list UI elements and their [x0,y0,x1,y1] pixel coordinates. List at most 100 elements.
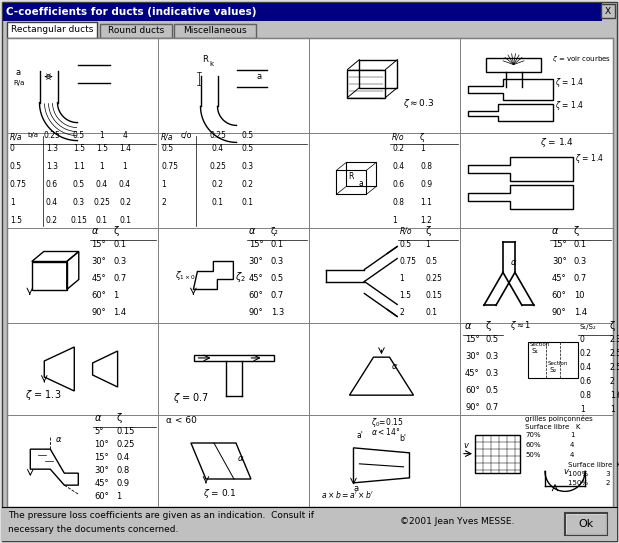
Text: 4: 4 [570,442,574,448]
Text: 0.4: 0.4 [580,363,592,372]
Text: 0.15: 0.15 [426,291,443,300]
Text: 2.3: 2.3 [610,335,619,344]
Text: 5°: 5° [95,427,104,436]
Text: 60%: 60% [525,442,540,448]
Text: 1: 1 [116,492,122,501]
Text: 1: 1 [610,405,615,414]
Text: Surface libre  K: Surface libre K [568,462,619,468]
Text: 0.1: 0.1 [426,308,438,317]
Text: 30°: 30° [92,257,106,266]
Text: 0.8: 0.8 [580,391,592,400]
Text: 1: 1 [420,144,425,153]
Text: ζ: ζ [426,226,431,236]
Text: $\alpha < 14°$: $\alpha < 14°$ [371,426,400,437]
Text: $\zeta_0$=0.15: $\zeta_0$=0.15 [371,416,404,429]
Text: 60°: 60° [465,386,480,395]
Text: $\zeta$ = 0.7: $\zeta$ = 0.7 [173,391,209,405]
Text: 0.7: 0.7 [485,403,498,412]
Text: $\zeta$ = 1.3: $\zeta$ = 1.3 [25,388,61,402]
Text: 2.5: 2.5 [610,363,619,372]
Text: 15°: 15° [92,240,106,249]
Text: 0.6: 0.6 [580,377,592,386]
Text: 1.5: 1.5 [73,144,85,153]
Text: 2.5: 2.5 [610,349,619,358]
Text: α: α [552,226,558,236]
Text: $\zeta$ = 1.4: $\zeta$ = 1.4 [575,152,604,165]
Text: 0.25: 0.25 [210,162,227,171]
Text: 0.3: 0.3 [271,257,284,266]
Text: b': b' [399,434,407,443]
Bar [100,24,172,38]
Text: v: v [563,468,568,476]
Text: 0.4: 0.4 [392,162,404,171]
Text: 0.8: 0.8 [392,198,404,207]
Text: 10°: 10° [95,440,109,449]
Text: 0.25: 0.25 [93,198,110,207]
Text: 0.6: 0.6 [392,180,404,189]
Bar [7,38,613,507]
Text: 0: 0 [10,144,15,153]
Text: 1.3: 1.3 [271,308,284,317]
Text: R/a: R/a [10,133,22,142]
Text: 45°: 45° [465,369,480,378]
Text: $\zeta_{1\times0}$: $\zeta_{1\times0}$ [175,268,196,281]
Bar [601,4,615,18]
Text: a: a [15,67,20,77]
Text: $\zeta$ = 1.4: $\zeta$ = 1.4 [555,99,584,112]
Text: α: α [95,413,101,423]
Text: Miscellaneous: Miscellaneous [183,26,247,35]
Text: 0.5: 0.5 [400,240,412,249]
Text: R: R [202,55,209,65]
Text: 1.4: 1.4 [574,308,587,317]
Text: $\zeta \approx 1$: $\zeta \approx 1$ [510,319,531,332]
Text: ©2001 Jean Yves MESSE.: ©2001 Jean Yves MESSE. [400,517,514,527]
Text: 30°: 30° [465,352,480,361]
Text: k: k [209,61,214,67]
Text: C-coefficients for ducts (indicative values): C-coefficients for ducts (indicative val… [6,7,256,17]
Text: Rectangular ducts: Rectangular ducts [11,25,93,34]
Text: 0.5: 0.5 [271,274,284,283]
Text: Round ducts: Round ducts [108,26,164,35]
Text: 0.9: 0.9 [116,479,130,488]
Text: 0.3: 0.3 [485,369,498,378]
Text: 0.2: 0.2 [119,198,131,207]
Text: 0.5: 0.5 [242,144,254,153]
Text: 15°: 15° [552,240,566,249]
Bar [32,262,67,289]
Bar [174,24,256,38]
Text: c/o: c/o [180,131,192,140]
Text: 0.3: 0.3 [113,257,127,266]
Text: 4: 4 [570,452,574,458]
Text: 0.7: 0.7 [271,291,284,300]
Text: 0.9: 0.9 [420,180,432,189]
Text: 0.5: 0.5 [10,162,22,171]
Text: 0.2: 0.2 [46,216,58,225]
Text: 0.1: 0.1 [574,240,587,249]
Text: 0: 0 [580,335,585,344]
Text: 15°: 15° [95,453,109,462]
Text: 0.75: 0.75 [10,180,27,189]
Text: 0.7: 0.7 [113,274,127,283]
Text: 30°: 30° [95,466,110,475]
Text: 0.2: 0.2 [242,180,254,189]
Bar [486,58,541,72]
Text: a: a [353,484,358,493]
Text: X: X [605,7,611,16]
Text: 50%: 50% [525,452,540,458]
Text: R: R [348,172,353,181]
Text: 2: 2 [400,308,404,317]
Text: $\zeta$ = voir courbes: $\zeta$ = voir courbes [552,54,611,64]
Text: 0.25: 0.25 [426,274,443,283]
Bar [528,342,578,378]
Text: 0.3: 0.3 [242,162,254,171]
Text: ζ: ζ [420,133,425,142]
Text: $\zeta$ = 1.4: $\zeta$ = 1.4 [540,136,574,149]
Text: S₂: S₂ [550,367,557,373]
Text: R/a: R/a [13,80,24,86]
Text: 0.5: 0.5 [161,144,173,153]
Text: 0.4: 0.4 [46,198,58,207]
Text: $a \times b = a' \times b'$: $a \times b = a' \times b'$ [321,489,374,500]
Text: R/o: R/o [400,227,412,236]
Text: 45°: 45° [552,274,566,283]
Text: 0.4: 0.4 [96,180,108,189]
